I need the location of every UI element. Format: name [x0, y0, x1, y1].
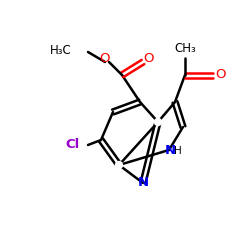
Text: N: N	[164, 144, 175, 156]
Text: O: O	[144, 52, 154, 66]
Text: N: N	[138, 176, 148, 190]
Circle shape	[154, 118, 162, 126]
Circle shape	[116, 162, 122, 168]
Text: H: H	[174, 146, 182, 156]
Text: O: O	[216, 68, 226, 82]
Text: O: O	[100, 52, 110, 66]
Text: CH₃: CH₃	[174, 42, 196, 54]
Text: H₃C: H₃C	[50, 44, 72, 57]
Text: Cl: Cl	[65, 138, 79, 151]
